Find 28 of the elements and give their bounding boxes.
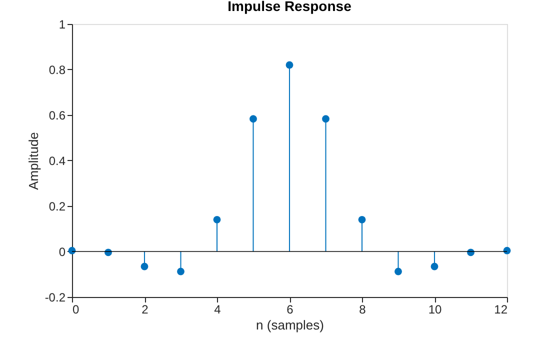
point xyxy=(286,61,294,69)
point xyxy=(430,262,438,270)
point xyxy=(322,115,330,123)
x-tick-label: 4 xyxy=(214,302,222,316)
x-tick-label: 2 xyxy=(142,302,149,316)
y-tick-label: -0.2 xyxy=(44,290,66,304)
y-tick-label: 0.4 xyxy=(48,154,66,168)
x-axis-title: n (samples) xyxy=(256,318,324,332)
point xyxy=(394,268,402,276)
point xyxy=(140,262,148,270)
point xyxy=(177,268,184,276)
point xyxy=(68,246,76,254)
y-tick-label: 0.8 xyxy=(48,63,66,77)
y-tick-label: 1 xyxy=(58,18,66,32)
y-axis-title: Amplitude xyxy=(26,132,41,190)
point xyxy=(358,216,366,224)
chart-title: Impulse Response xyxy=(228,0,352,14)
x-tick-label: 6 xyxy=(286,302,294,316)
point xyxy=(250,115,257,123)
x-tick-label: 10 xyxy=(428,302,442,316)
x-tick-label: 0 xyxy=(72,302,80,316)
point xyxy=(503,246,511,254)
x-tick-label: 12 xyxy=(494,302,508,316)
y-tick-label: 0.6 xyxy=(48,108,66,122)
y-tick-label: 0 xyxy=(58,245,66,259)
x-tick-label: 8 xyxy=(359,302,366,316)
y-tick-label: 0.2 xyxy=(48,200,66,214)
point xyxy=(213,216,221,224)
